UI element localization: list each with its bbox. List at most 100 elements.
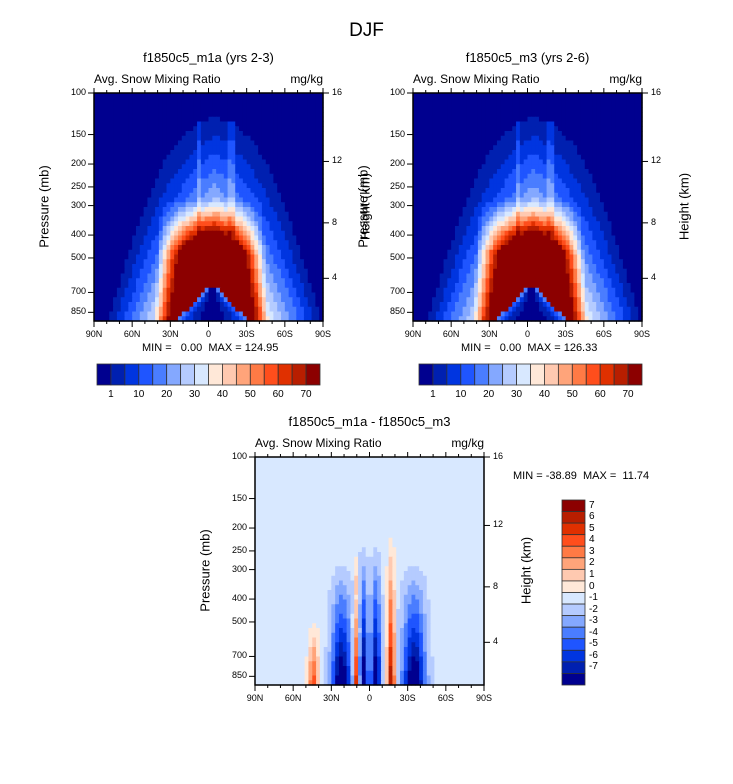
- contour-cell: [303, 188, 309, 194]
- contour-cell: [626, 140, 632, 146]
- contour-cell: [124, 221, 129, 227]
- contour-cell: [200, 112, 206, 118]
- contour-cell: [284, 202, 290, 208]
- contour-cell: [273, 192, 278, 199]
- contour-cell: [113, 150, 118, 156]
- contour-cell: [166, 306, 171, 313]
- contour-cell: [315, 245, 320, 251]
- contour-cell: [120, 211, 126, 218]
- contour-cell: [204, 311, 210, 317]
- contour-cell: [197, 316, 202, 322]
- contour-cell: [105, 135, 110, 142]
- contour-cell: [174, 235, 179, 241]
- contour-cell: [158, 121, 164, 127]
- contour-cell: [288, 230, 294, 237]
- contour-cell: [151, 192, 156, 199]
- contour-cell: [435, 245, 441, 251]
- contour-cell: [319, 192, 324, 199]
- contour-cell: [155, 216, 160, 222]
- contour-cell: [300, 311, 305, 317]
- contour-cell: [204, 254, 210, 260]
- contour-cell: [474, 183, 479, 189]
- contour-cell: [120, 192, 126, 199]
- contour-cell: [307, 306, 313, 313]
- contour-cell: [577, 131, 582, 137]
- contour-cell: [477, 211, 483, 218]
- contour-cell: [424, 173, 429, 180]
- contour-cell: [101, 159, 107, 165]
- contour-cell: [462, 131, 468, 137]
- contour-cell: [439, 245, 445, 251]
- contour-cell: [504, 150, 510, 156]
- contour-cell: [538, 131, 544, 137]
- contour-cell: [615, 183, 620, 189]
- contour-cell: [531, 159, 536, 165]
- contour-cell: [109, 216, 114, 222]
- contour-cell: [512, 192, 517, 199]
- contour-cell: [523, 207, 529, 213]
- contour-cell: [139, 207, 145, 213]
- contour-cell: [223, 302, 229, 308]
- contour-cell: [143, 140, 149, 146]
- contour-cell: [619, 116, 624, 123]
- contour-cell: [470, 159, 475, 165]
- contour-cell: [516, 102, 521, 108]
- contour-cell: [166, 297, 171, 303]
- contour-cell: [239, 97, 244, 104]
- contour-cell: [265, 230, 271, 237]
- contour-cell: [174, 287, 179, 294]
- contour-cell: [162, 297, 168, 303]
- contour-cell: [113, 254, 118, 260]
- contour-cell: [611, 207, 616, 213]
- contour-cell: [284, 188, 290, 194]
- contour-cell: [538, 112, 544, 118]
- contour-cell: [311, 226, 316, 232]
- contour-cell: [638, 240, 643, 246]
- contour-cell: [254, 192, 259, 199]
- contour-cell: [139, 211, 145, 218]
- contour-cell: [177, 131, 183, 137]
- contour-cell: [512, 159, 517, 165]
- contour-cell: [424, 131, 429, 137]
- contour-cell: [580, 154, 586, 161]
- contour-cell: [242, 107, 248, 113]
- contour-cell: [94, 197, 99, 203]
- contour-cell: [569, 197, 574, 203]
- contour-cell: [132, 230, 137, 237]
- contour-cell: [120, 259, 126, 265]
- contour-cell: [116, 240, 122, 246]
- contour-cell: [239, 173, 244, 180]
- contour-cell: [155, 107, 160, 113]
- contour-cell: [588, 207, 593, 213]
- contour-cell: [428, 183, 433, 189]
- contour-cell: [208, 249, 213, 256]
- contour-cell: [462, 235, 468, 241]
- contour-cell: [546, 126, 551, 132]
- contour-cell: [216, 259, 221, 265]
- contour-cell: [531, 197, 536, 203]
- contour-cell: [485, 188, 490, 194]
- contour-cell: [466, 235, 471, 241]
- contour-cell: [193, 302, 198, 308]
- contour-cell: [470, 126, 475, 132]
- contour-cell: [573, 240, 578, 246]
- contour-cell: [577, 169, 582, 175]
- contour-cell: [239, 287, 244, 294]
- contour-cell: [554, 135, 559, 142]
- contour-cell: [109, 211, 114, 218]
- contour-cell: [561, 202, 567, 208]
- contour-cell: [116, 311, 122, 317]
- contour-cell: [200, 93, 206, 99]
- contour-cell: [254, 264, 259, 270]
- contour-cell: [284, 112, 290, 118]
- contour-cell: [470, 183, 475, 189]
- contour-cell: [174, 302, 179, 308]
- contour-cell: [481, 97, 487, 104]
- contour-cell: [303, 259, 309, 265]
- contour-cell: [124, 159, 129, 165]
- contour-cell: [155, 126, 160, 132]
- contour-cell: [588, 230, 593, 237]
- contour-cell: [615, 126, 620, 132]
- contour-cell: [454, 159, 460, 165]
- contour-cell: [573, 188, 578, 194]
